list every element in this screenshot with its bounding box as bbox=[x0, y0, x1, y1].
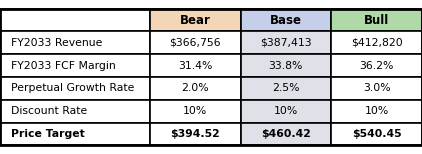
Bar bbox=[0, 77, 150, 100]
Bar bbox=[241, 9, 331, 31]
Text: Bull: Bull bbox=[364, 14, 389, 26]
Bar bbox=[0, 9, 422, 145]
Text: $366,756: $366,756 bbox=[169, 38, 221, 48]
Text: 2.0%: 2.0% bbox=[181, 83, 209, 93]
Text: Discount Rate: Discount Rate bbox=[11, 106, 87, 116]
Text: $394.52: $394.52 bbox=[170, 129, 220, 139]
Bar bbox=[241, 100, 331, 123]
Bar bbox=[331, 54, 422, 77]
Bar bbox=[0, 9, 150, 31]
Bar bbox=[150, 9, 241, 31]
Text: $412,820: $412,820 bbox=[351, 38, 403, 48]
Text: 2.5%: 2.5% bbox=[272, 83, 300, 93]
Bar bbox=[241, 123, 331, 145]
Text: 10%: 10% bbox=[274, 106, 298, 116]
Bar bbox=[0, 31, 150, 54]
Bar bbox=[241, 77, 331, 100]
Bar bbox=[331, 77, 422, 100]
Bar bbox=[331, 123, 422, 145]
Text: Base: Base bbox=[270, 14, 302, 26]
Bar bbox=[150, 31, 241, 54]
Bar bbox=[0, 123, 150, 145]
Text: Bear: Bear bbox=[180, 14, 211, 26]
Bar bbox=[241, 54, 331, 77]
Text: $540.45: $540.45 bbox=[352, 129, 401, 139]
Text: 3.0%: 3.0% bbox=[363, 83, 390, 93]
Text: 10%: 10% bbox=[183, 106, 207, 116]
Bar bbox=[331, 9, 422, 31]
Text: FY2033 FCF Margin: FY2033 FCF Margin bbox=[11, 61, 115, 71]
Bar bbox=[0, 100, 150, 123]
Text: 10%: 10% bbox=[365, 106, 389, 116]
Bar bbox=[150, 54, 241, 77]
Text: 31.4%: 31.4% bbox=[178, 61, 212, 71]
Text: 36.2%: 36.2% bbox=[360, 61, 394, 71]
Text: $460.42: $460.42 bbox=[261, 129, 311, 139]
Bar bbox=[150, 77, 241, 100]
Bar bbox=[241, 31, 331, 54]
Text: Perpetual Growth Rate: Perpetual Growth Rate bbox=[11, 83, 134, 93]
Text: Price Target: Price Target bbox=[11, 129, 84, 139]
Bar bbox=[150, 100, 241, 123]
Bar bbox=[0, 54, 150, 77]
Text: FY2033 Revenue: FY2033 Revenue bbox=[11, 38, 102, 48]
Bar bbox=[150, 123, 241, 145]
Bar bbox=[331, 100, 422, 123]
Text: $387,413: $387,413 bbox=[260, 38, 312, 48]
Text: 33.8%: 33.8% bbox=[269, 61, 303, 71]
Bar bbox=[331, 31, 422, 54]
